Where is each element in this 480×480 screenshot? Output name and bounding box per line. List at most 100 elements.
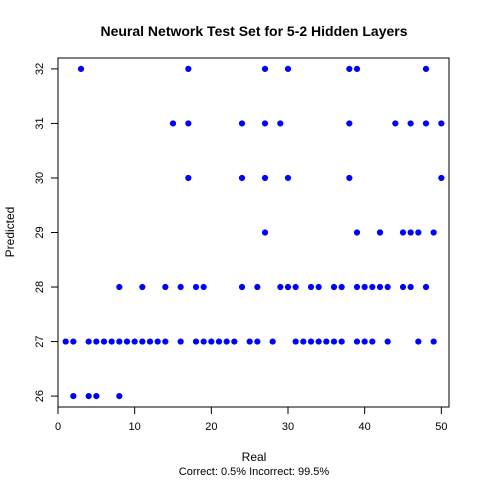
data-point [200, 283, 207, 291]
data-point [300, 338, 307, 345]
y-tick-label: 30 [34, 172, 46, 184]
data-point [261, 229, 269, 236]
data-point [261, 65, 269, 73]
x-tick-label: 30 [282, 421, 294, 433]
data-point [284, 174, 292, 182]
data-point [353, 338, 361, 345]
data-point [223, 338, 230, 345]
data-point [70, 392, 77, 400]
data-point [192, 283, 200, 291]
data-point [338, 338, 345, 345]
data-point [376, 283, 384, 291]
data-point [330, 283, 338, 291]
data-point [131, 338, 138, 345]
data-point [392, 120, 399, 127]
data-point [346, 174, 353, 182]
data-point [277, 283, 284, 291]
x-axis-label: Real [242, 450, 267, 464]
data-point [93, 392, 100, 400]
data-point [292, 283, 299, 291]
data-point [185, 120, 192, 127]
data-point [353, 229, 361, 236]
data-point [338, 283, 345, 291]
data-point [399, 283, 407, 291]
data-point [254, 338, 261, 345]
data-point [376, 229, 384, 236]
x-axis: 0 10 20 30 40 50 [55, 406, 447, 433]
data-point [422, 65, 430, 73]
y-tick-label: 29 [34, 226, 46, 238]
data-point [116, 338, 123, 345]
data-point [422, 120, 430, 127]
data-point [369, 283, 376, 291]
x-tick-label: 10 [129, 421, 141, 433]
plot-frame [57, 57, 450, 408]
data-point [146, 338, 154, 345]
y-tick-label: 31 [34, 117, 46, 129]
data-point [323, 338, 330, 345]
data-point [85, 338, 92, 345]
data-point [154, 338, 161, 345]
data-point [430, 229, 437, 236]
x-tick-label: 20 [205, 421, 217, 433]
data-point [307, 338, 315, 345]
data-point [139, 283, 146, 291]
data-point [192, 338, 200, 345]
data-point [369, 338, 376, 345]
x-tick-label: 40 [359, 421, 371, 433]
data-point [139, 338, 146, 345]
accuracy-caption: Correct: 0.5% Incorrect: 99.5% [179, 466, 330, 478]
data-point [238, 120, 246, 127]
y-axis-label: Predicted [3, 207, 17, 258]
data-point [407, 283, 414, 291]
data-point [108, 338, 115, 345]
data-point [277, 120, 284, 127]
data-point [177, 283, 184, 291]
data-point [231, 338, 238, 345]
data-point [238, 174, 246, 182]
data-point [415, 338, 422, 345]
data-point [77, 65, 85, 73]
data-point [346, 65, 353, 73]
data-point [162, 338, 169, 345]
data-point [330, 338, 338, 345]
data-point [123, 338, 131, 345]
data-point [238, 283, 246, 291]
data-point [261, 120, 269, 127]
data-point [315, 283, 322, 291]
data-point [384, 283, 391, 291]
data-point [70, 338, 77, 345]
data-point [85, 392, 92, 400]
data-point [261, 174, 269, 182]
data-point [415, 229, 422, 236]
data-point [399, 229, 407, 236]
data-point [185, 174, 192, 182]
y-tick-label: 27 [34, 335, 46, 347]
data-point [208, 338, 215, 345]
data-point [353, 283, 361, 291]
y-tick-label: 32 [34, 63, 46, 75]
data-point [307, 283, 315, 291]
data-point [93, 338, 100, 345]
data-point [200, 338, 207, 345]
data-points [62, 65, 445, 400]
x-tick-label: 50 [435, 421, 447, 433]
y-tick-label: 28 [34, 281, 46, 293]
data-point [353, 65, 361, 73]
data-point [177, 338, 184, 345]
data-point [62, 338, 69, 345]
y-axis: 26 27 28 29 30 31 32 [34, 63, 59, 402]
data-point [292, 338, 299, 345]
data-point [269, 338, 276, 345]
chart-title: Neural Network Test Set for 5-2 Hidden L… [100, 23, 407, 39]
data-point [430, 338, 437, 345]
data-point [361, 283, 368, 291]
data-point [407, 120, 414, 127]
data-point [169, 120, 177, 127]
data-point [315, 338, 322, 345]
data-point [438, 174, 445, 182]
data-point [116, 392, 123, 400]
data-point [346, 120, 353, 127]
data-point [100, 338, 108, 345]
data-point [284, 65, 292, 73]
